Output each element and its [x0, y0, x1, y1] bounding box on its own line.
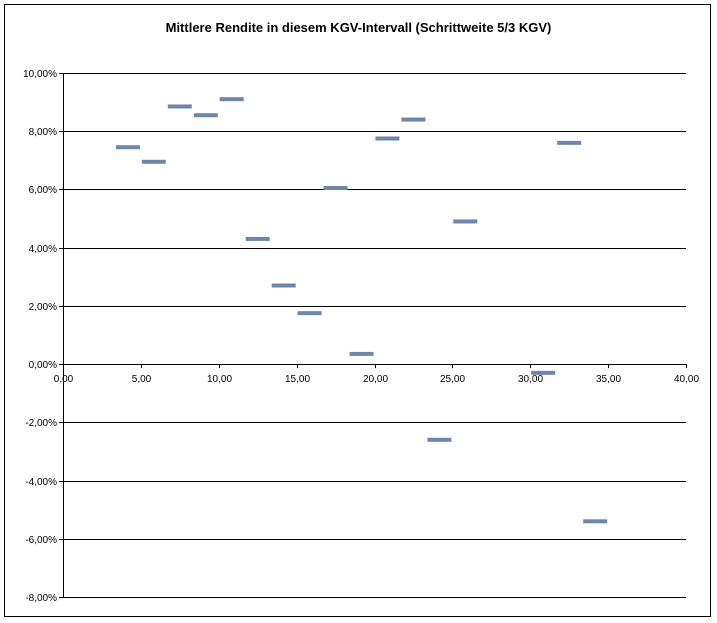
y-tick-labels: 10,00% 8,00% 6,00% 4,00% 2,00% 0,00% -2,00% -4,…	[23, 69, 57, 604]
x-tick-label: 35,00	[596, 374, 621, 385]
data-point	[583, 519, 608, 524]
data-point	[141, 159, 166, 164]
y-tick-label: -8,00%	[25, 593, 57, 604]
y-tick-label: -2,00%	[25, 418, 57, 429]
y-tick-label: 6,00%	[29, 185, 57, 196]
x-tick-label: 30,00	[518, 374, 543, 385]
x-tick-label: 0,00	[54, 374, 74, 385]
y-tick-label: 4,00%	[29, 244, 57, 255]
axes	[59, 73, 687, 598]
data-point	[219, 97, 244, 102]
data-point	[271, 283, 296, 288]
x-tick-labels: 0,00 5,00 10,00 15,00 20,00 25,00 30,00 35,00 40…	[54, 374, 700, 385]
data-point	[427, 437, 452, 442]
x-tick-label: 25,00	[440, 374, 465, 385]
data-point	[323, 185, 348, 190]
y-tick-label: 0,00%	[29, 360, 57, 371]
y-tick-label: 2,00%	[29, 302, 57, 313]
data-point	[557, 140, 582, 145]
x-tick-label: 15,00	[285, 374, 310, 385]
data-point	[349, 351, 374, 356]
chart-title: Mittlere Rendite in diesem KGV-Intervall…	[165, 20, 552, 35]
data-point	[167, 104, 192, 109]
data-point	[245, 236, 270, 241]
x-tick-label: 5,00	[132, 374, 152, 385]
data-point	[375, 136, 400, 141]
data-point	[453, 219, 478, 224]
y-tick-label: -4,00%	[25, 477, 57, 488]
data-point	[193, 113, 218, 118]
gridlines	[63, 73, 686, 598]
x-tick-label: 10,00	[207, 374, 232, 385]
y-tick-label: 8,00%	[29, 127, 57, 138]
x-tick-label: 20,00	[363, 374, 388, 385]
data-point	[531, 370, 556, 375]
chart-frame	[4, 4, 711, 617]
data-point	[297, 311, 322, 316]
x-tick-label: 40,00	[674, 374, 699, 385]
data-point	[401, 117, 426, 122]
y-tick-label: -6,00%	[25, 535, 57, 546]
data-point	[115, 145, 140, 150]
data-markers	[115, 97, 608, 524]
y-tick-label: 10,00%	[23, 69, 57, 80]
